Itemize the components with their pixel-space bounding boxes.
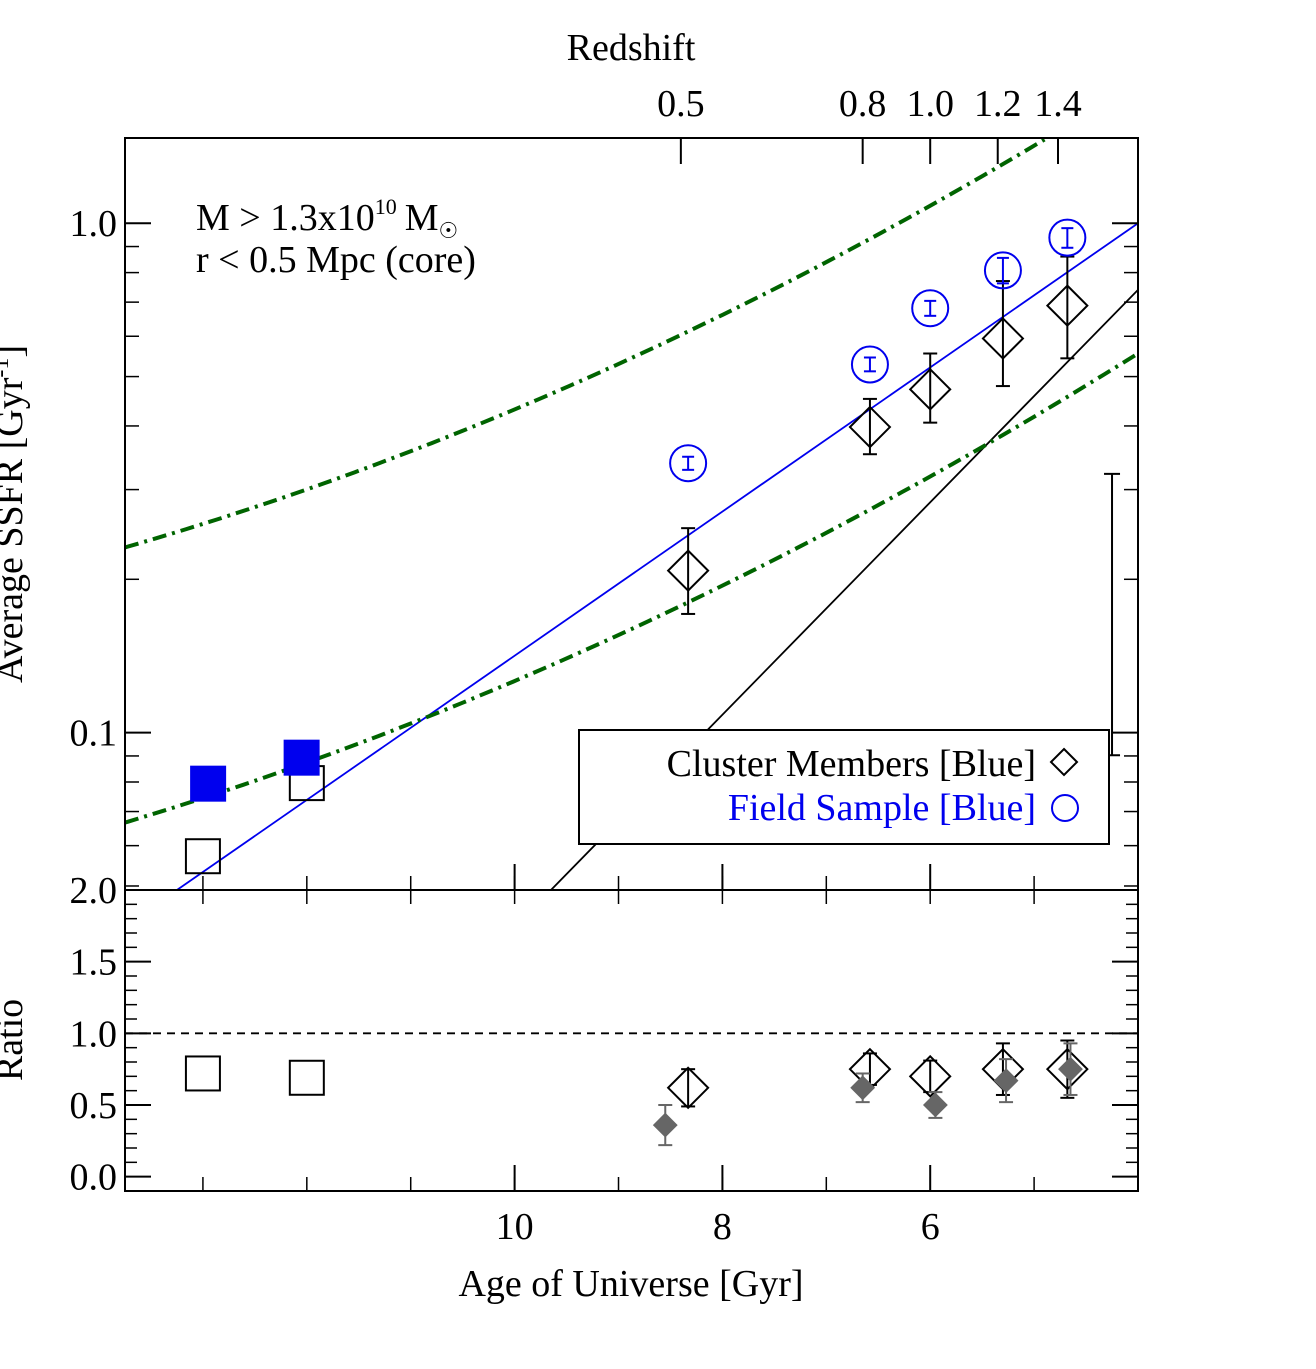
y-tick-label-top: 1.0 — [70, 203, 118, 245]
open-circle-point — [850, 345, 889, 384]
y-axis-title-top: Average SSFR [Gyr-1] — [0, 345, 31, 683]
open-square-ratio-point — [184, 1055, 221, 1092]
open-diamond-point — [908, 367, 952, 411]
open-circle-point — [1048, 218, 1087, 257]
open-circle-point — [669, 444, 708, 483]
bottom-panel-frame — [124, 889, 1139, 1192]
open-diamond-ratio-point — [666, 1066, 710, 1110]
upper-model-line — [125, 138, 1046, 550]
legend-diamond-icon — [1049, 747, 1079, 777]
y-tick-label-bottom: 2.0 — [70, 870, 118, 912]
redshift-tick-label: 0.5 — [657, 83, 705, 125]
open-square-ratio-point — [288, 1059, 325, 1096]
x-tick-label: 10 — [496, 1206, 534, 1248]
filled-diamond-ratio-point — [850, 1075, 876, 1101]
open-diamond-point — [1045, 284, 1089, 328]
filled-diamond-ratio-point — [922, 1092, 948, 1118]
top-axis-title: Redshift — [567, 27, 696, 69]
redshift-tick-label: 1.2 — [974, 83, 1022, 125]
open-diamond-point — [666, 549, 710, 593]
filled-square-point — [190, 765, 227, 802]
filled-square-point — [283, 739, 320, 776]
legend-box — [578, 729, 1110, 845]
redshift-tick-label: 0.8 — [839, 83, 887, 125]
legend-label-field: Field Sample [Blue] — [728, 787, 1036, 829]
open-diamond-ratio-point — [1045, 1047, 1089, 1091]
x-tick-label: 6 — [921, 1206, 940, 1248]
x-tick-label: 8 — [713, 1206, 732, 1248]
redshift-tick-label: 1.0 — [906, 83, 954, 125]
filled-diamond-ratio-point — [1058, 1056, 1083, 1082]
y-tick-label-top: 0.1 — [70, 713, 118, 755]
filled-diamond-ratio-point — [652, 1112, 678, 1138]
y-tick-label-bottom: 1.0 — [70, 1013, 118, 1055]
open-circle-point — [983, 251, 1022, 290]
blue-fit-line — [176, 222, 1138, 890]
open-diamond-ratio-point — [908, 1054, 952, 1098]
x-axis-title: Age of Universe [Gyr] — [458, 1263, 803, 1305]
legend-circle-icon — [1051, 794, 1079, 822]
open-diamond-point — [981, 317, 1025, 360]
open-circle-point — [911, 289, 950, 328]
y-axis-title-bottom: Ratio — [0, 999, 31, 1081]
mass-cut-annotation: M > 1.3x1010 M☉ — [196, 194, 458, 244]
open-square-point — [184, 838, 221, 875]
legend-label-cluster: Cluster Members [Blue] — [667, 743, 1036, 785]
y-tick-label-bottom: 1.5 — [70, 942, 118, 984]
radius-cut-annotation: r < 0.5 Mpc (core) — [196, 239, 476, 281]
open-diamond-point — [848, 405, 892, 449]
filled-diamond-ratio-point — [993, 1068, 1019, 1094]
redshift-tick-label: 1.4 — [1034, 83, 1082, 125]
y-tick-label-bottom: 0.5 — [70, 1085, 118, 1127]
y-tick-label-bottom: 0.0 — [70, 1157, 118, 1199]
